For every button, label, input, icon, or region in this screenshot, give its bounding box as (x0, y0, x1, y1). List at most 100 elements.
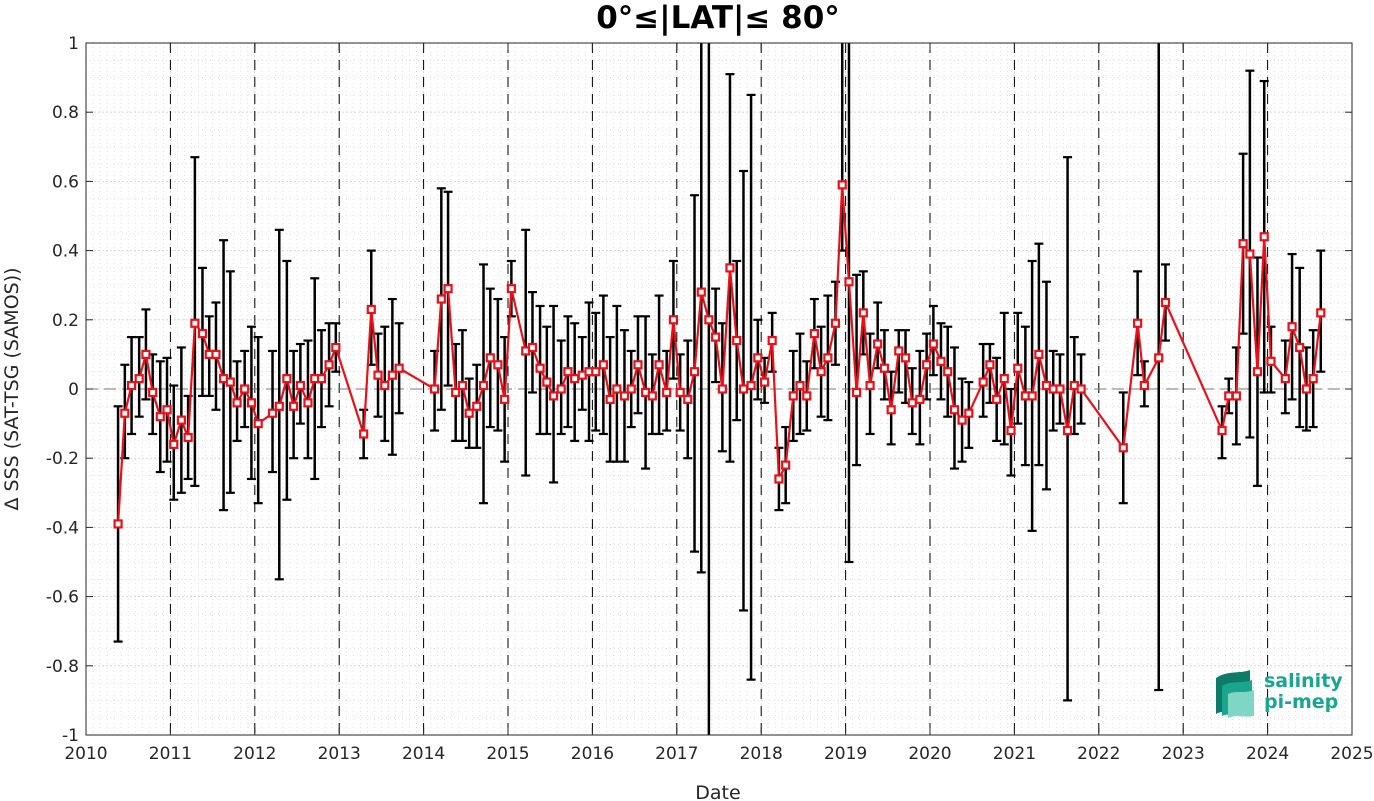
data-point (1231, 391, 1241, 401)
data-point (1013, 363, 1023, 373)
x-tick-label: 2017 (655, 744, 698, 764)
data-point (289, 401, 299, 411)
data-point (570, 374, 580, 384)
data-point (999, 374, 1009, 384)
data-point (732, 335, 742, 346)
data-point (907, 398, 917, 408)
data-point (527, 342, 538, 353)
y-tick-labels: -1 -0.8 -0.6 -0.4 -0.2 0 0.2 0.4 0.6 0.8 1 (46, 34, 79, 746)
data-point (1006, 425, 1016, 436)
salinity-pimep-logo: salinity pi-mep (1216, 670, 1343, 718)
data-point (746, 380, 756, 391)
data-point (1055, 384, 1065, 394)
data-point (1160, 297, 1171, 308)
data-point (802, 391, 812, 401)
data-point (957, 415, 967, 425)
data-point (1280, 374, 1290, 384)
y-axis-label: Δ SSS (SAT-TSG (SAMOS)) (1, 267, 23, 510)
data-point (683, 394, 693, 404)
data-point (689, 367, 700, 377)
data-point (985, 360, 995, 370)
data-point (1027, 391, 1037, 401)
data-point (767, 335, 777, 346)
data-point (619, 391, 630, 401)
y-tick-label: -0.8 (46, 657, 79, 677)
data-point (506, 284, 516, 294)
y-tick-label: 0.6 (52, 172, 79, 192)
data-point (654, 360, 664, 370)
data-point (753, 353, 763, 363)
logo-text-salinity: salinity (1264, 670, 1343, 692)
data-point (738, 384, 749, 394)
data-point (535, 363, 545, 373)
x-tick-label: 2013 (318, 744, 361, 764)
data-point (1034, 349, 1044, 359)
x-tick-label: 2020 (908, 744, 951, 764)
data-point (1287, 322, 1297, 332)
data-point (148, 387, 158, 398)
data-point (373, 370, 383, 380)
data-markers (113, 180, 1326, 529)
y-tick-label: 0.8 (52, 103, 79, 123)
data-point (704, 315, 714, 325)
y-tick-label: -0.6 (46, 588, 79, 608)
data-point (1259, 232, 1269, 242)
data-point (1316, 308, 1326, 318)
data-point (451, 387, 461, 398)
x-tick-label: 2010 (64, 744, 107, 764)
data-point (542, 377, 552, 387)
minor-gridlines (86, 43, 1352, 735)
data-point (324, 360, 334, 370)
data-point (830, 318, 841, 328)
logo-text-pimep: pi-mep (1264, 691, 1338, 713)
data-point (1076, 384, 1086, 394)
data-point (1238, 239, 1248, 249)
data-point (1266, 356, 1276, 366)
data-point (1139, 380, 1149, 391)
y-tick-label: -0.4 (46, 518, 79, 538)
data-point (141, 349, 151, 359)
data-point (485, 353, 495, 363)
y-tick-label: -1 (62, 726, 79, 746)
data-point (886, 405, 896, 415)
data-point (253, 419, 263, 429)
data-point (169, 439, 179, 449)
data-point (717, 384, 727, 394)
data-point (225, 377, 235, 387)
data-point (359, 429, 369, 439)
data-point (647, 391, 657, 401)
data-point (295, 380, 305, 391)
data-point (612, 384, 622, 394)
x-tick-label: 2019 (824, 744, 867, 764)
data-point (858, 308, 868, 318)
data-point (183, 432, 193, 443)
data-point (900, 353, 911, 363)
x-tick-label: 2014 (402, 744, 445, 764)
data-point (725, 263, 735, 273)
data-point (915, 394, 925, 404)
data-point (563, 367, 573, 377)
data-point (873, 339, 883, 349)
data-point (844, 277, 854, 287)
data-point (380, 380, 390, 391)
x-axis-label: Date (695, 782, 740, 801)
data-point (394, 363, 404, 373)
data-point (837, 180, 847, 190)
data-point (176, 415, 186, 425)
data-point (928, 339, 938, 349)
data-point (696, 287, 706, 297)
data-point (633, 360, 643, 370)
y-tick-label: 0.2 (52, 311, 79, 331)
data-point (774, 474, 784, 484)
data-point (443, 284, 453, 294)
data-point (675, 387, 685, 398)
data-point (303, 398, 313, 408)
x-tick-label: 2022 (1077, 744, 1120, 764)
data-point (851, 387, 862, 398)
data-point (246, 398, 257, 408)
x-tick-label: 2025 (1330, 744, 1373, 764)
data-point (605, 394, 615, 404)
data-point (464, 408, 474, 418)
data-point (949, 405, 960, 415)
data-point (1118, 443, 1128, 453)
